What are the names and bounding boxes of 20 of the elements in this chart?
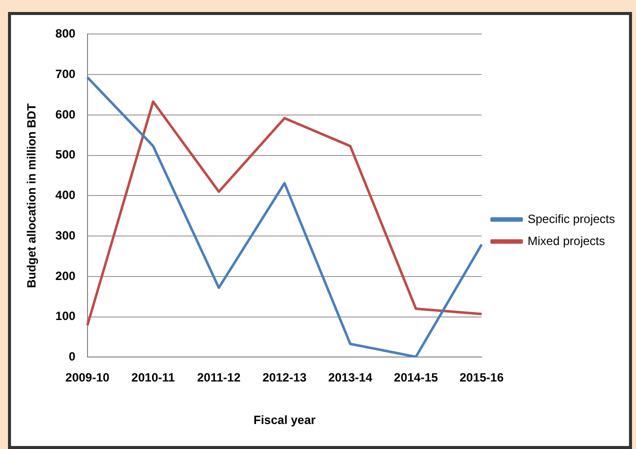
x-tick-label: 2012-13 bbox=[262, 370, 307, 385]
y-tick-label: 0 bbox=[68, 350, 76, 364]
y-tick-label: 100 bbox=[55, 309, 76, 324]
x-tick-label: 2015-16 bbox=[460, 370, 504, 385]
y-tick-label: 500 bbox=[55, 148, 76, 162]
x-tick-label: 2014-15 bbox=[394, 370, 438, 385]
legend-label: Mixed projects bbox=[528, 234, 606, 248]
x-tick-label: 2011-12 bbox=[197, 370, 241, 385]
x-tick-label: 2009-10 bbox=[65, 370, 110, 385]
y-tick-label: 300 bbox=[55, 228, 76, 242]
y-tick-label: 800 bbox=[55, 26, 76, 41]
y-axis-title: Budget allocation in million BDT bbox=[24, 102, 39, 288]
y-tick-label: 700 bbox=[55, 66, 76, 81]
x-axis-title: Fiscal year bbox=[254, 413, 316, 428]
legend-label: Specific projects bbox=[528, 212, 616, 226]
x-tick-label: 2013-14 bbox=[328, 370, 373, 385]
y-tick-label: 600 bbox=[55, 107, 76, 122]
y-tick-label: 400 bbox=[55, 188, 76, 202]
x-tick-label: 2010-11 bbox=[131, 370, 176, 385]
y-tick-label: 200 bbox=[55, 268, 76, 283]
